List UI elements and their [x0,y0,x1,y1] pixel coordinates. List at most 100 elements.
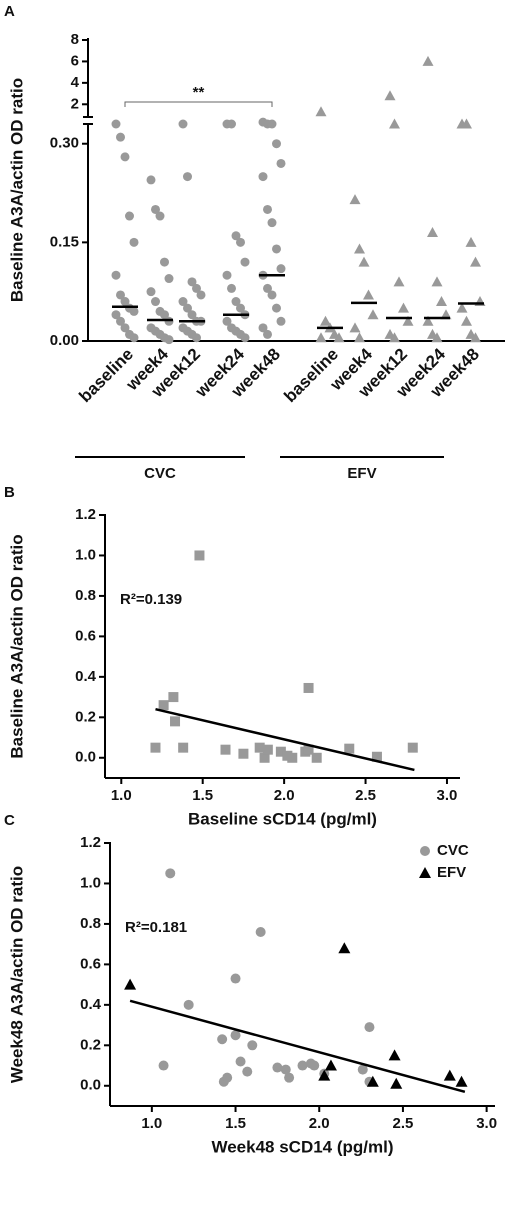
point [431,276,443,287]
group-label: CVC [144,465,176,482]
annotation: R²=0.139 [120,591,182,608]
point [222,1072,233,1083]
annotation: R²=0.181 [125,919,187,936]
point [303,682,314,693]
point [267,218,277,228]
point [315,332,327,343]
point [470,256,481,267]
point [311,752,322,763]
point [227,283,236,293]
point [164,274,174,284]
point [262,744,273,755]
point [320,315,331,326]
point [431,332,443,343]
legend-label: CVC [437,842,469,859]
point [272,244,281,254]
point [455,1075,468,1087]
point [407,742,418,753]
x-tick-label: 3.0 [437,787,458,804]
point [222,316,232,326]
x-tick-label: 2.5 [393,1115,414,1132]
point [461,315,472,326]
panel-label: C [4,812,15,829]
point [192,333,201,343]
point [258,172,268,182]
point [247,1040,258,1051]
y-tick-label: 0.15 [50,233,79,250]
y-tick-label: 2 [71,95,79,112]
point [398,302,409,313]
point [129,237,139,247]
point [436,296,447,307]
x-axis-title: Baseline sCD14 (pg/ml) [188,809,377,828]
y-tick-label: 0.8 [75,587,96,604]
point [178,297,188,307]
point [231,297,241,307]
point [393,276,405,287]
y-tick-label: 0.0 [80,1077,101,1094]
y-tick-label: 0.2 [75,708,96,725]
point [194,550,205,561]
point [150,742,161,753]
point [366,1075,379,1087]
y-tick-label: 4 [71,74,80,91]
point [263,204,272,214]
point [236,303,245,313]
point [111,119,121,129]
point [349,322,361,333]
point [125,211,134,221]
x-tick-label: 3.0 [476,1115,497,1132]
x-tick-label: 1.5 [225,1115,246,1132]
point [165,868,176,879]
point [422,315,434,326]
point [129,306,139,316]
x-tick-label: 1.5 [192,787,213,804]
point [255,927,266,938]
point [116,316,125,326]
point [164,335,174,345]
x-tick-label: 2.0 [309,1115,330,1132]
fit-line [155,707,415,772]
point [390,1077,403,1089]
point [160,310,169,320]
point [168,692,179,703]
point [111,310,121,320]
point [230,973,241,984]
point [238,748,249,759]
point [120,297,130,307]
point [333,332,345,343]
y-tick-label: 0.4 [75,668,97,685]
point [263,283,272,293]
x-tick-label: 1.0 [141,1115,162,1132]
panel-label: B [4,484,15,501]
panel-label: A [4,3,15,20]
point [338,942,351,954]
point [240,257,250,267]
point [315,106,327,117]
point [440,309,452,320]
y-tick-label: 0.0 [75,749,96,766]
point [284,1072,295,1083]
point [129,333,139,343]
legend-marker [420,846,430,856]
point [389,332,400,343]
point [456,302,468,313]
point [146,287,156,297]
point [240,333,250,343]
point [258,323,268,333]
point [120,152,130,162]
point [183,172,192,182]
fit-line [129,999,466,1094]
x-tick-label: 1.0 [111,787,132,804]
point [263,329,272,339]
legend-marker [419,867,431,878]
y-tick-label: 1.2 [80,834,101,851]
point [358,256,370,267]
point [120,323,130,333]
point [402,315,414,326]
point [178,119,188,129]
point [275,746,286,757]
y-axis-title: Baseline A3A/actin OD ratio [7,78,26,302]
y-tick-label: 8 [71,31,79,48]
point [236,237,245,247]
